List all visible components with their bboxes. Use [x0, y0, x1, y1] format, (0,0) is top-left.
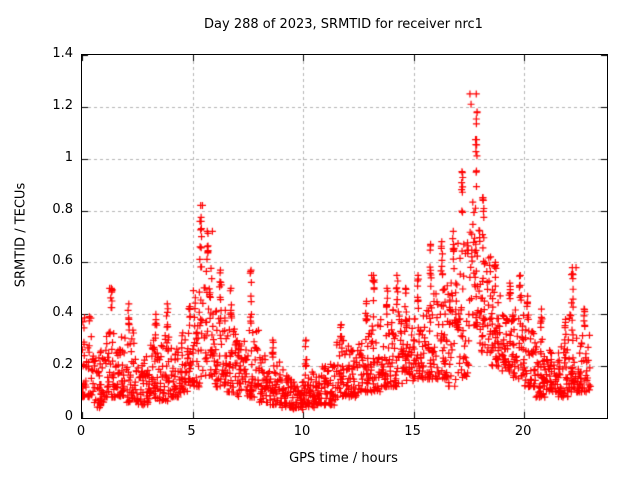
y-tick-label: 1	[64, 149, 73, 165]
scatter-canvas	[82, 55, 607, 418]
y-tick-label: 0.6	[52, 253, 73, 269]
y-tick-label: 0	[64, 409, 73, 424]
x-tick-label: 10	[293, 424, 311, 439]
y-tick-label: 1.2	[52, 97, 73, 113]
y-tick-label: 0.8	[52, 201, 73, 217]
x-tick-label: 15	[404, 424, 421, 439]
x-tick-label: 20	[514, 424, 532, 439]
y-tick-label: 0.4	[52, 305, 73, 321]
y-axis-label: SRMTID / TECUs	[13, 182, 29, 288]
y-tick-label: 1.4	[52, 46, 73, 61]
chart-title: Day 288 of 2023, SRMTID for receiver nrc…	[204, 17, 483, 32]
y-tick-label: 0.2	[52, 357, 73, 373]
x-tick-label: 0	[76, 424, 86, 439]
plot-area	[81, 54, 608, 419]
x-tick-label: 5	[187, 424, 196, 439]
x-axis-label: GPS time / hours	[289, 451, 398, 466]
